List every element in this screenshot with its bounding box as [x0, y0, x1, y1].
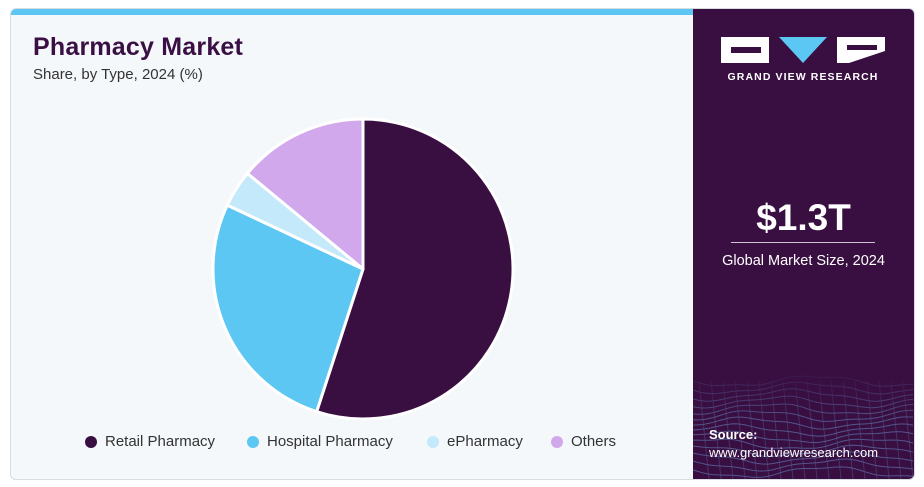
legend-swatch [427, 435, 439, 448]
pie-slice-others [245, 117, 365, 271]
pie-slice-retail-pharmacy [315, 117, 515, 421]
chart-title: Pharmacy Market [33, 33, 244, 61]
legend-label: ePharmacy [447, 433, 523, 450]
legend-label: Others [571, 433, 617, 450]
legend-label: Retail Pharmacy [105, 433, 216, 450]
legend-label: Hospital Pharmacy [267, 433, 393, 450]
divider [731, 242, 875, 243]
brand-logo: GRAND VIEW RESEARCH [721, 35, 885, 83]
accent-bar [11, 9, 693, 15]
source-label: Source: [709, 427, 758, 442]
pie-chart [211, 117, 515, 421]
pie-slice-hospital-pharmacy [211, 203, 365, 414]
legend-swatch [551, 435, 563, 448]
legend-item-others: Others [551, 433, 616, 450]
market-size-label: Global Market Size, 2024 [722, 253, 885, 269]
chart-card: Pharmacy Market Share, by Type, 2024 (%)… [10, 8, 915, 480]
market-size-value: $1.3T [756, 197, 851, 238]
info-panel: GRAND VIEW RESEARCH $1.3T Global Market … [693, 9, 914, 479]
legend-swatch [247, 435, 259, 448]
legend-item-retail-pharmacy: Retail Pharmacy [85, 433, 215, 450]
wave-pattern [693, 369, 914, 479]
logo-mark-icon [721, 37, 885, 63]
chart-legend: Retail Pharmacy Hospital Pharmacy ePharmac… [11, 433, 693, 455]
chart-panel: Pharmacy Market Share, by Type, 2024 (%)… [11, 9, 693, 479]
legend-item-epharmacy: ePharmacy [427, 433, 523, 450]
logo-text: GRAND VIEW RESEARCH [727, 71, 879, 83]
legend-swatch [85, 435, 97, 448]
source-link[interactable]: www.grandviewresearch.com [709, 445, 879, 460]
chart-subtitle: Share, by Type, 2024 (%) [33, 66, 203, 83]
legend-item-hospital-pharmacy: Hospital Pharmacy [247, 433, 393, 450]
